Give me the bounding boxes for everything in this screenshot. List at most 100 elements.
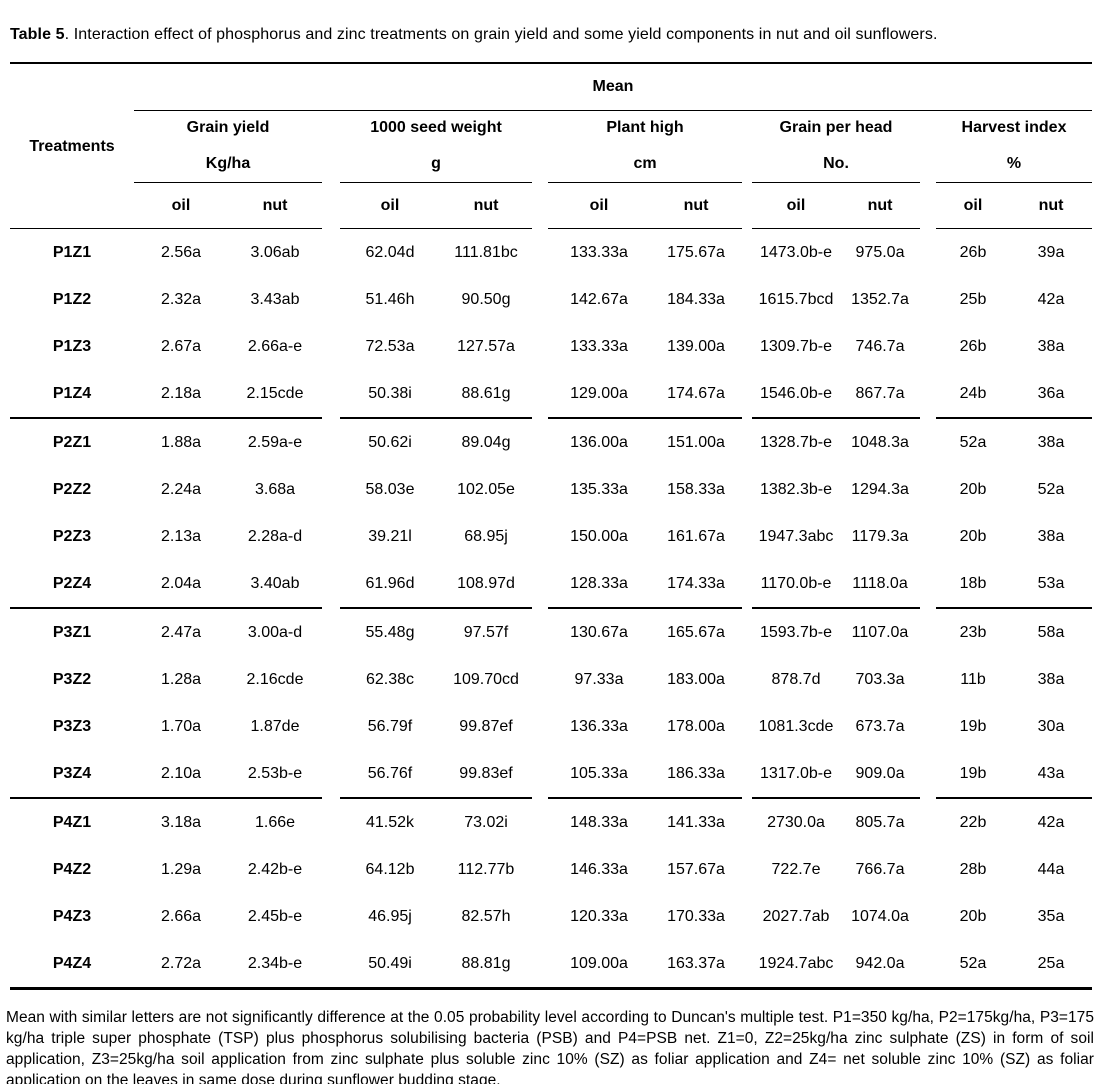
group-name-seed-weight: 1000 seed weight xyxy=(370,119,502,136)
cell-p4z4-harvest-index-nut: 25a xyxy=(1037,954,1065,972)
cell-p4z1-harvest-index-oil: 22b xyxy=(959,813,987,831)
table-row-p3z1: P3Z1 2.47a 3.00a-d 55.48g 97.57f 130.67a 165.6… xyxy=(10,608,1092,656)
cell-p2z1-seed-weight-nut: 89.04g xyxy=(461,433,511,451)
cell-p2z4-harvest-index-oil: 18b xyxy=(936,560,1010,609)
cell-p3z2-grain-yield-oil: 1.28a xyxy=(160,670,202,688)
cell-p4z2-grain-yield-nut: 2.42b-e xyxy=(247,860,303,878)
column-gap xyxy=(322,893,340,940)
cell-p3z2-seed-weight-oil: 62.38c xyxy=(365,670,415,688)
cell-p1z3-seed-weight-oil: 72.53a xyxy=(365,337,415,355)
column-gap xyxy=(532,466,548,513)
cell-p3z2-seed-weight-nut: 109.70cd xyxy=(453,670,519,688)
column-gap xyxy=(920,703,936,750)
cell-p2z4-plant-high-nut: 174.33a xyxy=(650,560,742,609)
column-gap xyxy=(532,893,548,940)
column-gap xyxy=(532,560,548,608)
table-row-p2z4: P2Z4 2.04a 3.40ab 61.96d 108.97d 128.33a 174.3… xyxy=(10,560,1092,609)
cell-p1z3-plant-high-oil: 133.33a xyxy=(570,337,628,355)
cell-p3z2-grain-per-head-oil: 878.7d xyxy=(771,670,821,688)
row-label-p1z1: P1Z1 xyxy=(52,243,92,261)
cell-p1z1-seed-weight-nut: 111.81bc xyxy=(454,243,518,261)
row-label-p3z1: P3Z1 xyxy=(52,623,92,641)
subheader-row: oil nut oil nut oil nut oil nut oil nut xyxy=(10,182,1092,229)
cell-p3z3-grain-yield-nut: 1.87de xyxy=(250,717,300,735)
row-label-p4z4: P4Z4 xyxy=(52,954,92,972)
cell-p4z1-harvest-index-nut: 42a xyxy=(1037,813,1065,831)
cell-p1z1-harvest-index-nut: 39a xyxy=(1037,243,1065,261)
cell-p2z2-grain-yield-oil: 2.24a xyxy=(160,480,202,498)
cell-p3z1-grain-yield-oil: 2.47a xyxy=(160,623,202,641)
column-gap xyxy=(742,370,752,418)
group-name-plant-high: Plant high xyxy=(606,119,684,136)
column-gap xyxy=(322,276,340,323)
cell-p3z4-harvest-index-nut: 43a xyxy=(1010,750,1092,799)
cell-p2z2-harvest-index-oil: 20b xyxy=(959,480,987,498)
cell-p3z3-seed-weight-oil: 56.79f xyxy=(367,717,413,735)
column-gap xyxy=(742,466,752,513)
cell-p2z4-grain-per-head-nut: 1118.0a xyxy=(840,560,920,609)
column-gap xyxy=(322,940,340,989)
column-gap xyxy=(920,145,936,183)
cell-p3z2-grain-per-head-nut: 703.3a xyxy=(855,670,905,688)
cell-p1z1-grain-per-head-oil: 1473.0b-e xyxy=(759,243,833,261)
column-gap xyxy=(322,703,340,750)
column-gap xyxy=(742,846,752,893)
cell-p2z4-grain-yield-oil: 2.04a xyxy=(134,560,228,609)
row-label-p2z3: P2Z3 xyxy=(52,527,92,545)
cell-p1z3-plant-high-nut: 139.00a xyxy=(667,337,725,355)
column-gap xyxy=(532,276,548,323)
cell-p2z4-grain-yield-nut: 3.40ab xyxy=(228,560,322,609)
cell-p4z4-plant-high-oil: 109.00a xyxy=(570,954,628,972)
group-unit-harvest-index: % xyxy=(936,145,1092,183)
column-gap xyxy=(742,183,752,229)
column-gap xyxy=(322,418,340,466)
column-gap xyxy=(532,370,548,418)
column-gap xyxy=(322,466,340,513)
cell-p2z3-harvest-index-nut: 38a xyxy=(1037,527,1065,545)
cell-p4z1-grain-yield-nut: 1.66e xyxy=(254,813,296,831)
row-label-p1z4: P1Z4 xyxy=(10,370,134,419)
cell-p2z3-plant-high-nut: 161.67a xyxy=(667,527,725,545)
cell-p4z3-plant-high-oil: 120.33a xyxy=(570,907,628,925)
group-name-grain-per-head: Grain per head xyxy=(779,119,893,136)
column-gap xyxy=(920,111,936,146)
cell-p1z2-plant-high-oil: 142.67a xyxy=(570,290,628,308)
cell-p2z4-seed-weight-nut: 108.97d xyxy=(440,560,532,609)
cell-p4z4-grain-per-head-nut: 942.0a xyxy=(855,954,905,972)
column-gap xyxy=(322,513,340,560)
cell-p1z2-seed-weight-oil: 51.46h xyxy=(365,290,415,308)
cell-p1z3-seed-weight-nut: 127.57a xyxy=(457,337,515,355)
row-label-p2z2: P2Z2 xyxy=(52,480,92,498)
column-gap xyxy=(742,418,752,466)
column-gap xyxy=(532,513,548,560)
table-body: P1Z1 2.56a 3.06ab 62.04d 111.81bc 133.33a 175.… xyxy=(10,229,1092,989)
cell-p3z3-harvest-index-nut: 30a xyxy=(1037,717,1065,735)
column-gap xyxy=(920,370,936,418)
cell-p2z2-seed-weight-oil: 58.03e xyxy=(365,480,415,498)
column-gap xyxy=(920,846,936,893)
cell-p2z1-harvest-index-oil: 52a xyxy=(959,433,987,451)
subheader-grain-per-head-nut: nut xyxy=(840,182,920,229)
column-gap xyxy=(920,893,936,940)
table-row-p2z2: P2Z2 2.24a 3.68a 58.03e 102.05e 135.33a 158.33… xyxy=(10,466,1092,513)
cell-p2z3-plant-high-oil: 150.00a xyxy=(570,527,628,545)
cell-p4z4-grain-per-head-oil: 1924.7abc xyxy=(758,954,834,972)
cell-p3z1-seed-weight-nut: 97.57f xyxy=(463,623,509,641)
subheader-harvest-index-oil: oil xyxy=(936,182,1010,229)
column-gap xyxy=(920,183,936,229)
cell-p4z1-grain-per-head-oil: 2730.0a xyxy=(767,813,825,831)
cell-p3z2-plant-high-oil: 97.33a xyxy=(574,670,624,688)
subheader-seed-weight-nut: nut xyxy=(440,182,532,229)
column-gap xyxy=(322,145,340,183)
cell-p3z3-grain-yield-oil: 1.70a xyxy=(160,717,202,735)
cell-p2z4-grain-per-head-oil: 1170.0b-e xyxy=(752,560,840,609)
cell-p4z2-grain-per-head-nut: 766.7a xyxy=(855,860,905,878)
cell-p4z1-grain-per-head-nut: 805.7a xyxy=(855,813,905,831)
treatments-header: Treatments xyxy=(29,137,115,155)
cell-p2z3-harvest-index-oil: 20b xyxy=(959,527,987,545)
cell-p2z3-grain-per-head-nut: 1179.3a xyxy=(851,527,909,545)
group-unit-grain-yield: Kg/ha xyxy=(134,145,322,183)
subheader-harvest-index-nut: nut xyxy=(1010,182,1092,229)
cell-p2z2-grain-yield-nut: 3.68a xyxy=(254,480,296,498)
cell-p1z2-grain-yield-nut: 3.43ab xyxy=(250,290,300,308)
